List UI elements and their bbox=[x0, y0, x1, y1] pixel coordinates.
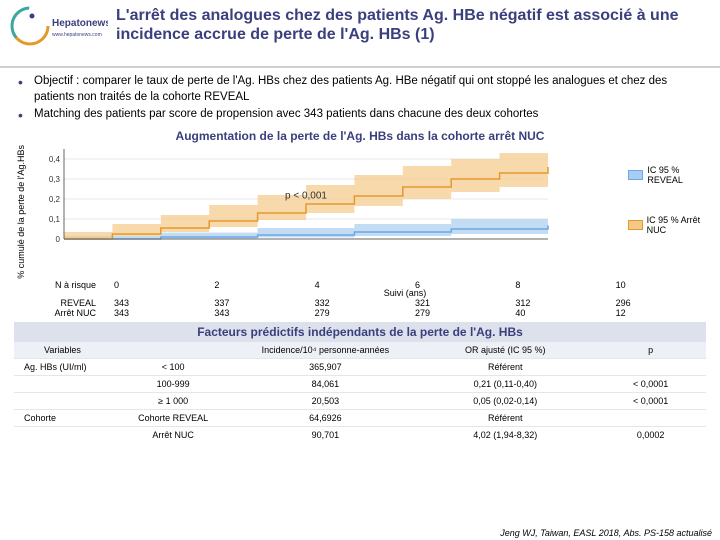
factors-cell: < 0,0001 bbox=[595, 393, 706, 410]
svg-text:Hepatonews: Hepatonews bbox=[52, 18, 108, 29]
factors-cell: 84,061 bbox=[235, 376, 415, 393]
risk-cell: 343 bbox=[104, 308, 204, 318]
bullet-item: Matching des patients par score de prope… bbox=[18, 107, 706, 123]
factors-table: Variables Incidence/10⁴ personne-annéesOR… bbox=[14, 342, 706, 443]
factors-cell: 0,21 (0,11-0,40) bbox=[415, 376, 595, 393]
factors-cell: 90,701 bbox=[235, 427, 415, 444]
factors-col-header: OR ajusté (IC 95 %) bbox=[415, 342, 595, 359]
factors-cell bbox=[14, 427, 111, 444]
factors-cell: < 100 bbox=[111, 359, 236, 376]
risk-row-label: REVEAL bbox=[42, 298, 104, 308]
risk-cell: 296 bbox=[606, 298, 706, 308]
factors-cell: 64,6926 bbox=[235, 410, 415, 427]
x-axis-label: Suivi (ans) bbox=[104, 288, 706, 298]
logo: Hepatonews www.hepatonews.com bbox=[8, 4, 108, 52]
svg-text:0,1: 0,1 bbox=[49, 215, 61, 224]
citation: Jeng WJ, Taiwan, EASL 2018, Abs. PS-158 … bbox=[500, 528, 712, 538]
risk-cell: 279 bbox=[305, 308, 405, 318]
factors-cell: 0,05 (0,02-0,14) bbox=[415, 393, 595, 410]
risk-cell: 279 bbox=[405, 308, 505, 318]
risk-cell: 343 bbox=[204, 308, 304, 318]
legend-item-arret: IC 95 % Arrêt NUC bbox=[628, 215, 706, 235]
factors-col-header bbox=[111, 342, 236, 359]
factors-cell bbox=[595, 359, 706, 376]
svg-text:0: 0 bbox=[56, 235, 61, 244]
risk-cell: 321 bbox=[405, 298, 505, 308]
factors-col-header: Variables bbox=[14, 342, 111, 359]
bullet-item: Objectif : comparer le taux de perte de … bbox=[18, 74, 706, 105]
factors-cell: Cohorte bbox=[14, 410, 111, 427]
risk-cell: 343 bbox=[104, 298, 204, 308]
risk-cell: 312 bbox=[505, 298, 605, 308]
factors-cell: 0,0002 bbox=[595, 427, 706, 444]
factors-col-header: p bbox=[595, 342, 706, 359]
factors-cell: Référent bbox=[415, 410, 595, 427]
factors-cell: Arrêt NUC bbox=[111, 427, 236, 444]
page-title: L'arrêt des analogues chez des patients … bbox=[116, 4, 712, 44]
svg-text:0,4: 0,4 bbox=[49, 155, 61, 164]
risk-cell: 332 bbox=[305, 298, 405, 308]
chart-title: Augmentation de la perte de l'Ag. HBs da… bbox=[14, 129, 706, 143]
factors-cell: Référent bbox=[415, 359, 595, 376]
factors-cell bbox=[14, 376, 111, 393]
y-axis-label: % cumulé de la perte de l'Ag.HBs bbox=[14, 145, 32, 279]
svg-text:0,2: 0,2 bbox=[49, 195, 61, 204]
risk-row-label: Arrêt NUC bbox=[42, 308, 104, 318]
risk-cell: 40 bbox=[505, 308, 605, 318]
legend-item-reveal: IC 95 % REVEAL bbox=[628, 165, 706, 185]
chart-legend: IC 95 % REVEAL IC 95 % Arrêt NUC bbox=[628, 145, 706, 279]
factors-cell: < 0,0001 bbox=[595, 376, 706, 393]
factors-cell: Cohorte REVEAL bbox=[111, 410, 236, 427]
numbers-at-risk: N à risque 0246810 Suivi (ans) REVEAL343… bbox=[42, 280, 706, 318]
factors-cell: ≥ 1 000 bbox=[111, 393, 236, 410]
factors-cell: 365,907 bbox=[235, 359, 415, 376]
factors-cell: Ag. HBs (UI/ml) bbox=[14, 359, 111, 376]
factors-cell bbox=[595, 410, 706, 427]
risk-cell: 337 bbox=[204, 298, 304, 308]
factors-col-header: Incidence/10⁴ personne-années bbox=[235, 342, 415, 359]
bullet-list: Objectif : comparer le taux de perte de … bbox=[14, 74, 706, 123]
risk-cell: 12 bbox=[606, 308, 706, 318]
factors-cell: 4,02 (1,94-8,32) bbox=[415, 427, 595, 444]
factors-cell: 20,503 bbox=[235, 393, 415, 410]
svg-text:www.hepatonews.com: www.hepatonews.com bbox=[52, 32, 102, 38]
factors-title: Facteurs prédictifs indépendants de la p… bbox=[14, 322, 706, 342]
svg-text:p < 0,001: p < 0,001 bbox=[285, 190, 327, 201]
factors-cell: 100-999 bbox=[111, 376, 236, 393]
svg-text:0,3: 0,3 bbox=[49, 175, 61, 184]
factors-cell bbox=[14, 393, 111, 410]
